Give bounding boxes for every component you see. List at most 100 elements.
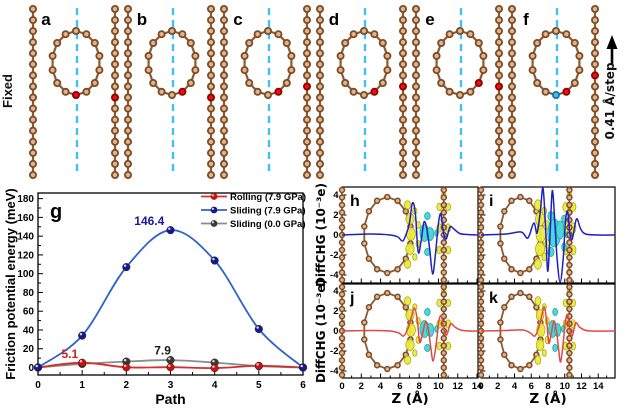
atom <box>373 361 381 369</box>
atom <box>61 87 70 96</box>
panel-label-d: d <box>329 10 339 29</box>
atom <box>440 194 448 201</box>
atom <box>338 239 346 246</box>
atom <box>28 115 37 124</box>
atom <box>28 159 37 168</box>
diffchg-curve-i <box>480 187 616 283</box>
atom <box>338 364 346 371</box>
panel-label-i: i <box>489 193 493 210</box>
atom <box>411 16 420 25</box>
legend-marker-highlight <box>211 207 214 210</box>
atom <box>591 170 600 179</box>
atom <box>507 49 516 58</box>
charge-blob-yellow <box>403 259 412 269</box>
atom <box>477 276 485 284</box>
atom <box>373 265 381 273</box>
atom <box>411 71 420 80</box>
atom <box>432 66 441 75</box>
marker-sphere <box>254 361 263 370</box>
atom <box>111 115 120 124</box>
atom <box>365 255 373 262</box>
atom <box>111 104 120 113</box>
y-tick-label: -4 <box>330 270 339 281</box>
atom <box>338 216 346 224</box>
atom <box>384 193 391 201</box>
atom <box>533 39 542 48</box>
atom <box>338 371 346 379</box>
atom <box>494 159 503 168</box>
atom <box>507 16 516 25</box>
atom <box>507 115 516 124</box>
atom <box>479 51 488 60</box>
panel-label-e: e <box>425 10 434 29</box>
atom <box>440 239 448 246</box>
atom <box>82 30 91 39</box>
atom <box>477 209 485 216</box>
atom <box>477 283 485 291</box>
atom <box>315 49 324 58</box>
atom <box>477 224 485 231</box>
legend-marker <box>210 220 218 227</box>
atom <box>219 5 228 13</box>
charge-blob-cyan <box>555 220 565 240</box>
atom <box>474 79 483 88</box>
marker-highlight <box>35 364 38 368</box>
atom <box>477 349 485 357</box>
atom <box>566 371 573 379</box>
atom <box>263 91 272 100</box>
marker-highlight <box>256 363 259 366</box>
data-point-marker <box>298 363 308 372</box>
atom <box>191 66 200 75</box>
atom <box>53 39 62 48</box>
atom <box>398 126 407 135</box>
charge-blob-yellow <box>535 241 546 257</box>
legend-marker-highlight <box>211 194 214 197</box>
atom <box>302 60 311 69</box>
panel-i: i <box>477 186 616 284</box>
atom <box>384 289 391 297</box>
atom <box>206 115 215 124</box>
atom <box>361 319 368 326</box>
atom <box>28 27 37 36</box>
atom <box>394 197 401 205</box>
atom <box>440 201 448 209</box>
atom <box>315 27 324 36</box>
marker-highlight <box>212 257 215 261</box>
atom <box>411 82 420 91</box>
atom <box>494 126 503 135</box>
atom <box>219 137 228 146</box>
y-tick-label: 80 <box>23 288 35 299</box>
atom <box>398 148 407 157</box>
charge-blob-yellow <box>541 349 547 357</box>
panel-label-h: h <box>350 193 360 210</box>
atom <box>48 51 57 60</box>
atom <box>566 254 573 261</box>
data-point-marker <box>254 361 263 370</box>
atom <box>398 71 407 80</box>
atom <box>507 82 516 91</box>
atom <box>494 148 503 157</box>
x-tick-label: 0 <box>478 381 483 392</box>
atom <box>411 115 420 124</box>
atom <box>591 159 600 168</box>
marker-sphere <box>122 263 131 272</box>
atom <box>411 38 420 47</box>
atom <box>302 82 311 91</box>
atom <box>206 170 215 179</box>
atom <box>28 170 37 179</box>
atom <box>338 349 346 357</box>
charge-blob-yellow <box>405 243 415 255</box>
carbon-chain <box>28 5 37 179</box>
atom <box>338 357 346 364</box>
atom <box>411 93 420 102</box>
atom <box>566 291 573 298</box>
atom <box>28 5 37 13</box>
atom <box>440 357 448 364</box>
atom <box>477 342 485 349</box>
atom <box>517 289 524 297</box>
atom <box>566 364 573 371</box>
atom <box>28 104 37 113</box>
atom <box>219 148 228 157</box>
atom <box>411 104 420 113</box>
y-axis-title: DiffCHG (10⁻³e) <box>314 183 328 287</box>
